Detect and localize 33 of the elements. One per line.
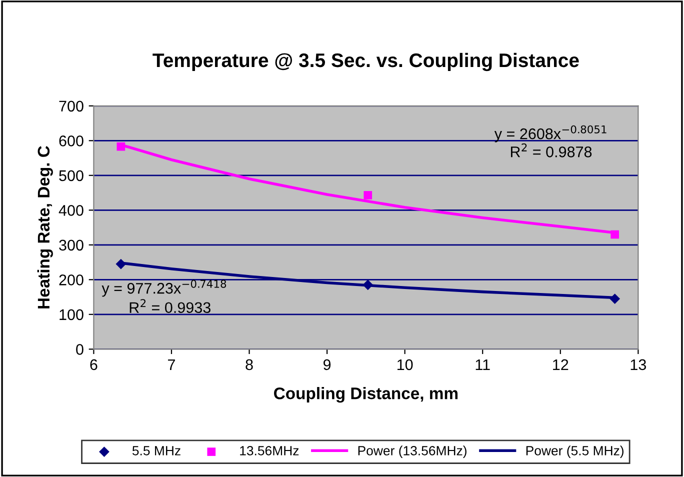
y-tick-label: 400 <box>58 205 84 216</box>
legend-label: Power (13.56MHz) <box>358 446 466 458</box>
y-tick-label: 100 <box>60 309 84 320</box>
y-axis-title: Heating Rate, Deg. C <box>37 146 53 308</box>
x-tick-label: 11 <box>476 359 490 370</box>
point <box>116 142 126 151</box>
legend-label: 5.5 MHz <box>132 446 180 456</box>
x-tick-label: 10 <box>398 359 413 370</box>
x-tick-label: 9 <box>324 359 331 370</box>
annotation: R$^{2}$ = 0.9933 <box>130 299 210 314</box>
legend-label: 13.56MHz <box>240 446 299 456</box>
y-tick-label: 600 <box>59 136 84 146</box>
point <box>362 280 374 290</box>
y-tick-label: 300 <box>59 240 84 251</box>
x-tick-label: 6 <box>90 359 98 370</box>
x-axis-title: Coupling Distance, mm <box>274 387 458 403</box>
y-tick-label: 700 <box>59 100 84 112</box>
point <box>116 258 126 270</box>
chart-title: Temperature @ 3.5 Sec. vs. Coupling Distance <box>152 52 579 72</box>
x-tick-label: 12 <box>553 359 568 370</box>
y-tick-label: 500 <box>59 170 84 182</box>
x-tick-label: 13 <box>630 359 646 370</box>
point <box>610 294 620 304</box>
annotation: R$^{2}$ = 0.9878 <box>510 143 592 158</box>
y-tick-label: 0 <box>76 344 84 355</box>
annotation: y = 977.23x$^{−0.7418}$ <box>102 280 226 297</box>
point <box>610 230 620 239</box>
point <box>364 191 372 200</box>
x-tick-label: 7 <box>168 359 175 370</box>
x-tick-label: 8 <box>246 359 253 370</box>
annotation: y = 2608x$^{−0.8051}$ <box>494 125 606 142</box>
y-tick-label: 200 <box>59 274 84 286</box>
legend-label: Power (5.5 MHz) <box>526 446 624 458</box>
